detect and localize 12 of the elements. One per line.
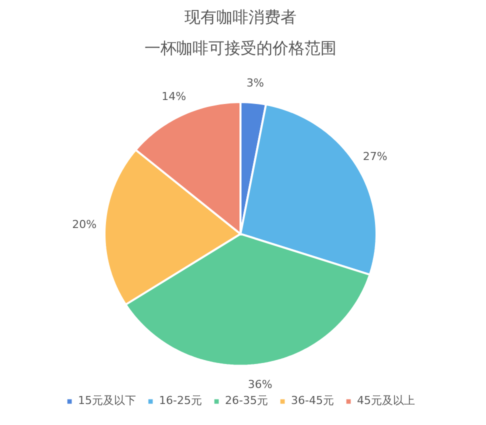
legend-label: 26-35元 [225,393,268,408]
data-label: 3% [246,76,264,90]
chart-title: 现有咖啡消费者 [184,8,296,26]
data-label: 36% [248,378,272,391]
data-label: 14% [162,90,186,104]
data-label: 27% [362,150,388,164]
legend-label: 16-25元 [159,393,202,408]
chart-subtitle: 一杯咖啡可接受的价格范围 [144,38,336,58]
legend-label: 15元及以下 [78,393,136,408]
data-label: 20% [72,218,97,231]
legend-label: 36-45元 [290,393,334,408]
legend-label: 45元及以上 [356,393,415,408]
